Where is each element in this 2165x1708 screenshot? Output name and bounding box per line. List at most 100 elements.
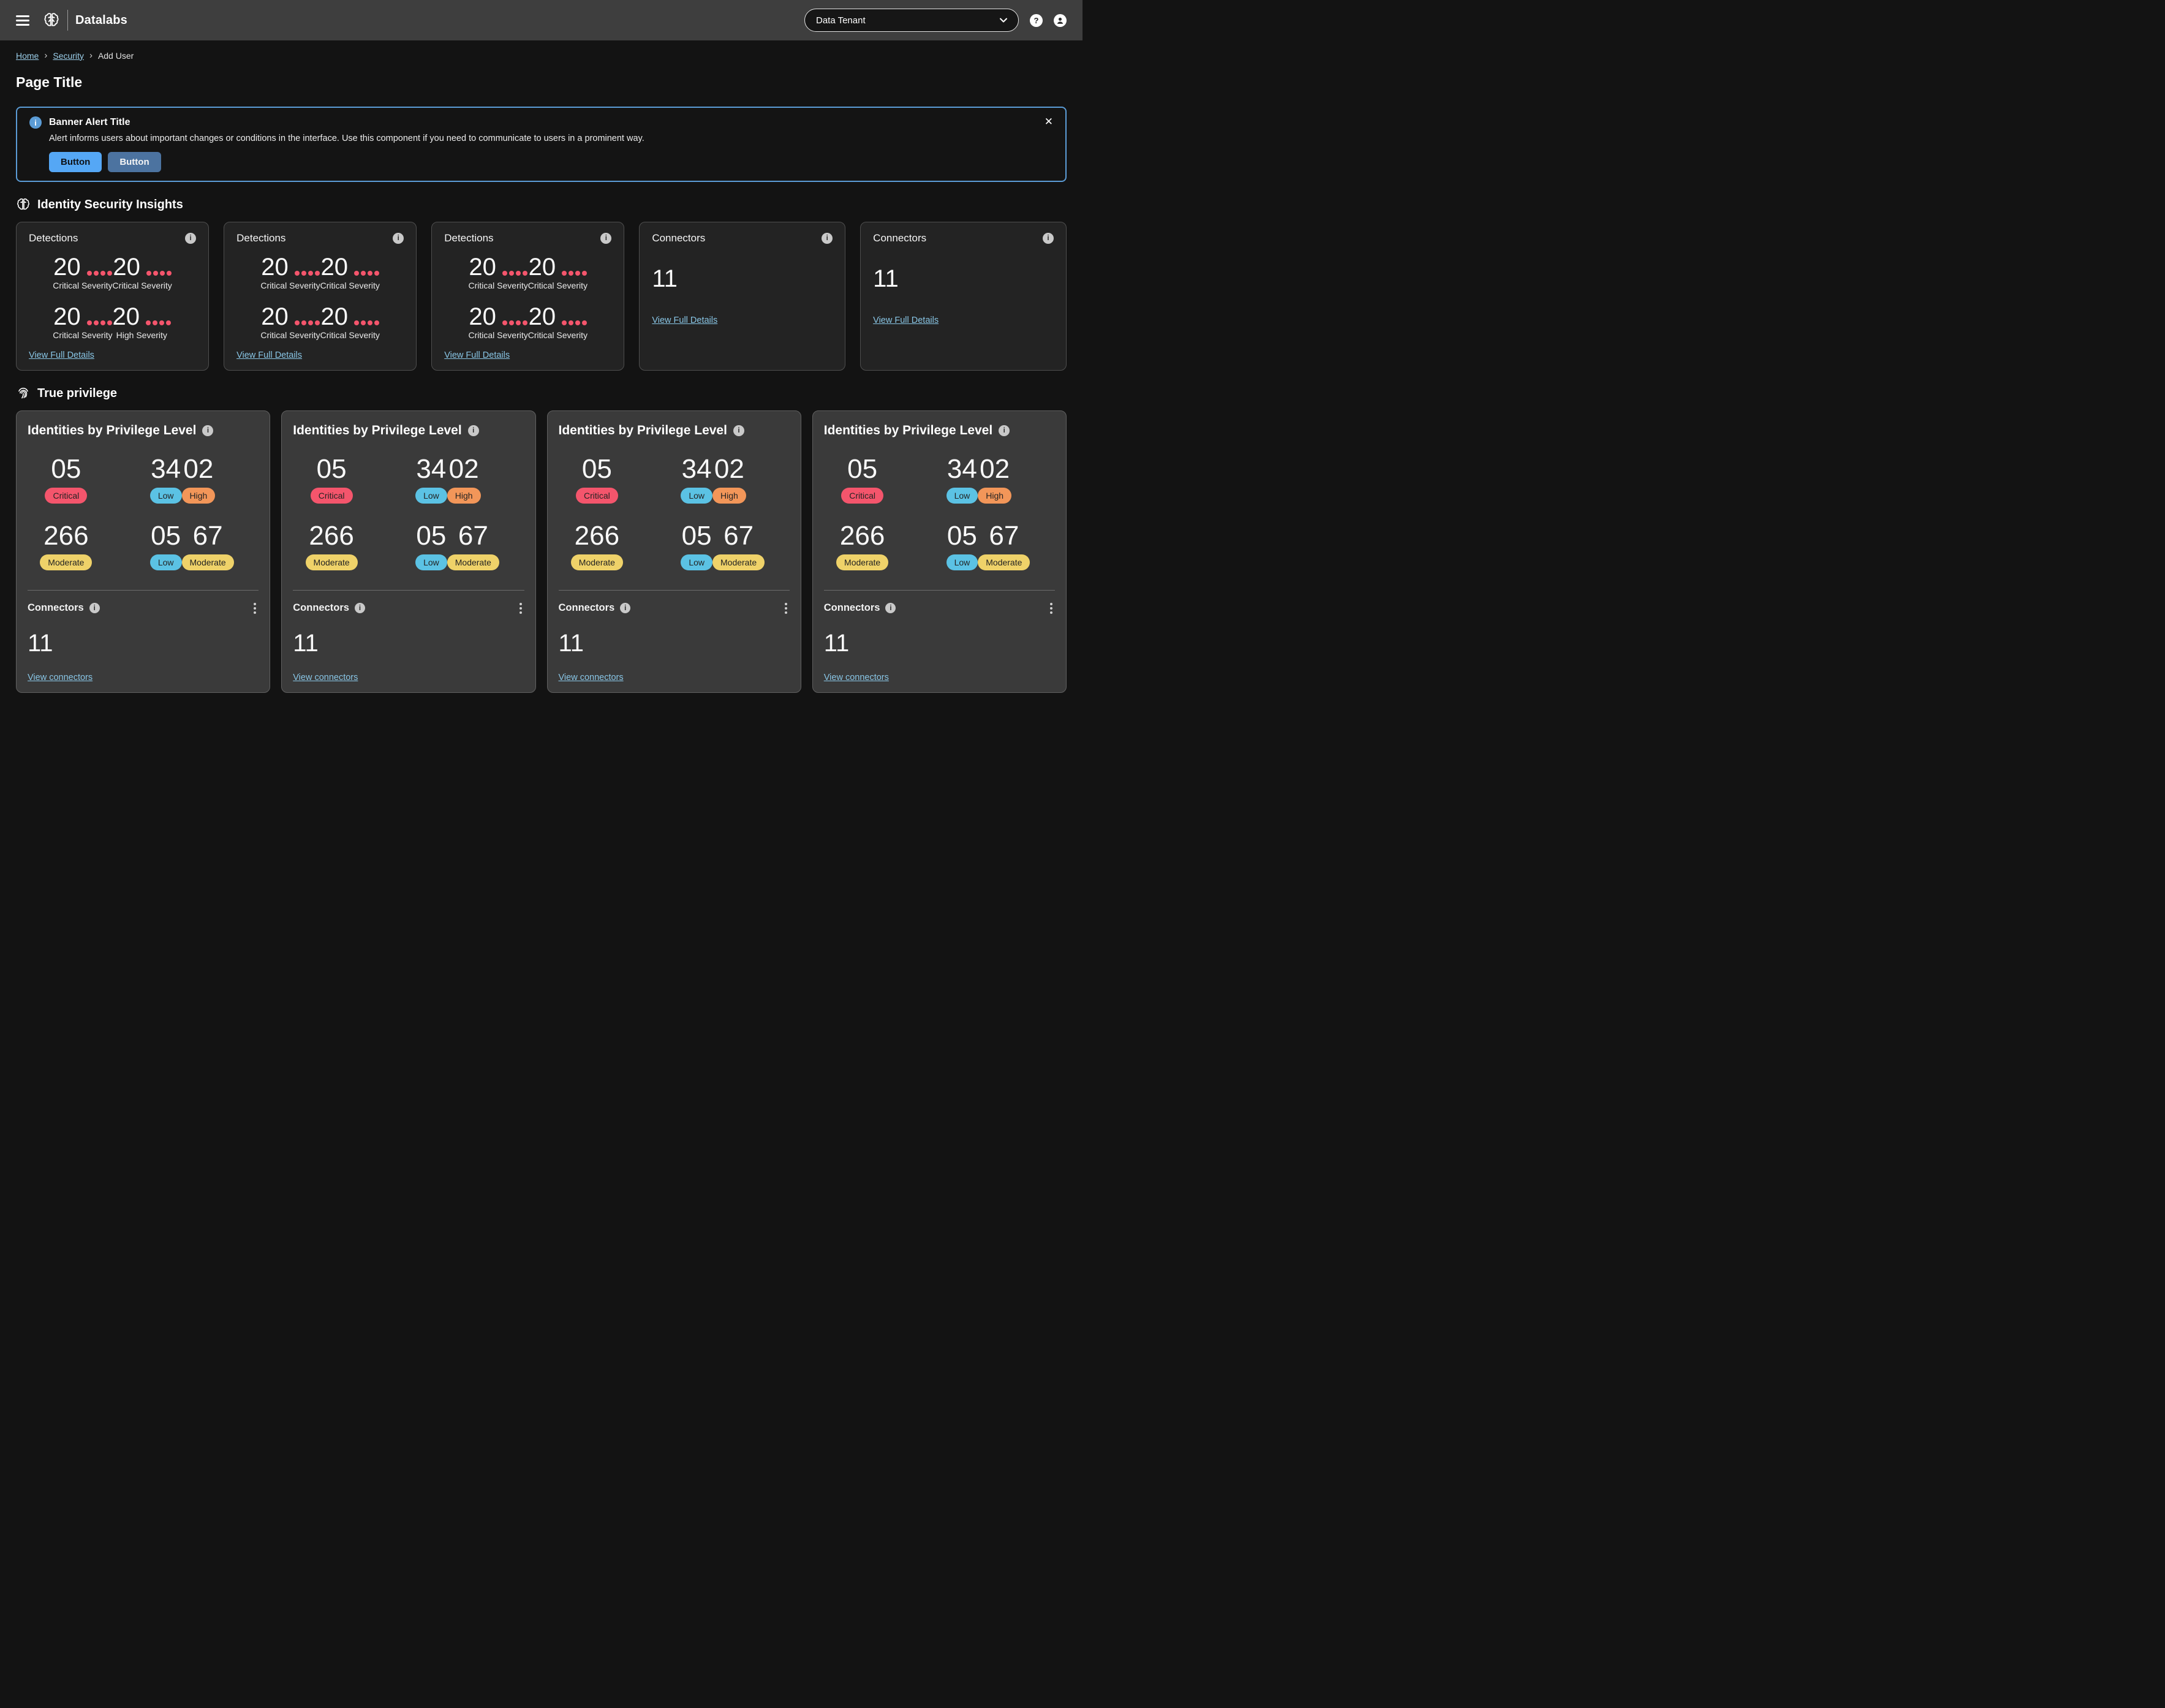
stat-value: 05 <box>416 520 447 551</box>
severity-badge: Critical <box>841 487 884 504</box>
privilege-stat: 67 Moderate <box>712 523 765 570</box>
info-icon[interactable]: i <box>733 425 744 436</box>
kebab-menu-icon[interactable] <box>251 602 259 615</box>
info-icon[interactable]: i <box>185 233 197 244</box>
privilege-stats: 05 Critical 34 Low 02 High 266 <box>824 456 1055 570</box>
stat-value: 05 <box>151 520 181 551</box>
banner-primary-button[interactable]: Button <box>49 152 102 172</box>
privilege-stat: 05 Critical <box>841 456 884 504</box>
privilege-stats: 05 Critical 34 Low 02 High 266 <box>28 456 259 570</box>
close-icon[interactable]: ✕ <box>1044 116 1053 127</box>
stat-value: 34 <box>681 454 712 484</box>
view-connectors-link[interactable]: View connectors <box>823 672 889 682</box>
connectors-subtitle: Connectors <box>558 602 615 614</box>
breadcrumb: Home › Security › Add User <box>0 40 1082 61</box>
stat-value: 20 <box>528 254 556 281</box>
severity-dots-icon <box>562 271 588 279</box>
view-full-details-link[interactable]: View Full Details <box>236 350 303 360</box>
severity-badge: Low <box>681 554 712 570</box>
app-name: Datalabs <box>75 13 127 27</box>
connectors-count: 11 <box>873 265 899 292</box>
severity-badge: Critical <box>310 487 353 504</box>
kebab-menu-icon[interactable] <box>1048 602 1055 615</box>
breadcrumb-link-home[interactable]: Home <box>16 50 39 61</box>
stat-value: 20 <box>469 254 496 281</box>
hamburger-menu-icon[interactable] <box>16 15 29 26</box>
view-connectors-link[interactable]: View connectors <box>558 672 624 682</box>
detection-stat: 20 Critical Severity <box>320 255 380 290</box>
privilege-stat: 34 Low <box>946 456 978 504</box>
view-full-details-link[interactable]: View Full Details <box>444 350 510 360</box>
breadcrumb-separator: › <box>89 50 93 61</box>
info-icon[interactable]: i <box>202 425 214 436</box>
view-full-details-link[interactable]: View Full Details <box>29 350 94 360</box>
banner-alert: i Banner Alert Title ✕ Alert informs use… <box>16 107 1067 182</box>
connectors-card: Connectors i 11 View Full Details <box>860 222 1067 371</box>
view-connectors-link[interactable]: View connectors <box>293 672 358 682</box>
severity-badge: Moderate <box>712 554 765 570</box>
stat-value: 20 <box>320 303 349 330</box>
banner-alert-message: Alert informs users about important chan… <box>49 134 644 143</box>
info-icon[interactable]: i <box>89 603 100 614</box>
stat-value: 05 <box>316 454 347 484</box>
severity-dots-icon <box>294 271 320 279</box>
user-silhouette-icon <box>1057 17 1064 24</box>
stat-label: Critical Severity <box>468 281 528 290</box>
severity-badge: Moderate <box>40 554 93 570</box>
info-icon[interactable]: i <box>1043 233 1054 244</box>
info-icon[interactable]: i <box>999 425 1010 436</box>
card-title: Identities by Privilege Level <box>28 423 197 437</box>
severity-dots-icon <box>294 320 320 328</box>
severity-badge: Moderate <box>181 554 234 570</box>
info-icon[interactable]: i <box>600 233 612 244</box>
severity-dots-icon <box>354 271 380 279</box>
privilege-stat: 266 Moderate <box>570 523 623 570</box>
stat-value: 02 <box>448 454 479 484</box>
breadcrumb-current: Add User <box>97 50 134 61</box>
connectors-subtitle: Connectors <box>823 602 880 614</box>
stat-value: 20 <box>528 303 556 330</box>
banner-secondary-button[interactable]: Button <box>108 152 161 172</box>
user-icon[interactable] <box>1054 13 1067 27</box>
card-title: Connectors <box>652 232 706 244</box>
stat-label: Critical Severity <box>53 330 113 340</box>
info-icon[interactable]: i <box>354 603 365 614</box>
breadcrumb-link-security[interactable]: Security <box>53 50 84 61</box>
stat-value: 20 <box>320 254 349 281</box>
view-full-details-link[interactable]: View Full Details <box>652 316 718 325</box>
card-title: Identities by Privilege Level <box>293 423 462 437</box>
privilege-cards-row: Identities by Privilege Level i 05 Criti… <box>16 410 1067 693</box>
severity-badge: Critical <box>575 487 618 504</box>
stat-label: High Severity <box>116 330 167 340</box>
tenant-selector[interactable]: Data Tenant <box>804 9 1019 32</box>
kebab-menu-icon[interactable] <box>782 602 790 615</box>
info-icon[interactable]: i <box>620 603 631 614</box>
severity-badge: Moderate <box>836 554 889 570</box>
fingerprint-icon <box>18 387 28 399</box>
info-icon[interactable]: i <box>467 425 479 436</box>
privilege-stat: 02 High <box>978 456 1012 504</box>
help-icon[interactable]: ? <box>1030 13 1043 27</box>
chevron-down-icon <box>1000 18 1007 23</box>
stat-label: Critical Severity <box>260 281 320 290</box>
identities-by-privilege-card: Identities by Privilege Level i 05 Criti… <box>16 410 271 693</box>
divider <box>28 589 259 591</box>
detection-stat: 20 Critical Severity <box>260 304 320 340</box>
privilege-stat: 266 Moderate <box>836 523 889 570</box>
stat-label: Critical Severity <box>260 330 320 340</box>
detection-stat: 20 High Severity <box>113 304 172 340</box>
stat-value: 67 <box>192 520 223 551</box>
privilege-stat: 02 High <box>181 454 216 504</box>
info-icon[interactable]: i <box>393 233 404 244</box>
kebab-menu-icon[interactable] <box>517 602 524 615</box>
severity-badge: High <box>447 487 481 504</box>
stat-value: 20 <box>469 303 496 330</box>
severity-dots-icon <box>86 320 112 328</box>
info-icon[interactable]: i <box>822 233 833 244</box>
info-icon[interactable]: i <box>885 603 896 614</box>
stat-value: 67 <box>989 520 1019 551</box>
stat-label: Critical Severity <box>468 330 528 340</box>
view-connectors-link[interactable]: View connectors <box>28 672 93 682</box>
stat-value: 02 <box>183 454 214 484</box>
view-full-details-link[interactable]: View Full Details <box>873 316 939 325</box>
